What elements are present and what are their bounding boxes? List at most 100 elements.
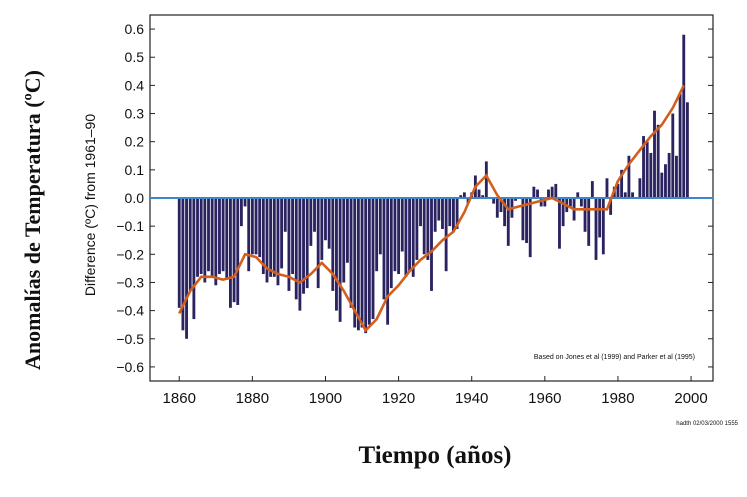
smoothed-trend-line (178, 84, 685, 333)
anomaly-bar (225, 198, 229, 280)
anomaly-bar (272, 198, 276, 277)
anomaly-bar (258, 198, 262, 258)
anomaly-bar (605, 178, 609, 198)
anomaly-bar (660, 172, 664, 198)
y-tick-label: −0.6 (116, 359, 144, 375)
x-tick-label: 1860 (163, 390, 196, 407)
anomaly-bar (477, 189, 481, 198)
anomaly-bar (667, 152, 671, 198)
anomaly-bar (547, 189, 550, 198)
anomaly-bar (269, 198, 273, 277)
y-axis-ticks: 0.6 0.5 0.4 0.3 0.2 0.1 0.0 −0.1 −0.2 −0.3 −0.4 −0.… (116, 21, 713, 375)
anomaly-bar (309, 198, 313, 246)
anomaly-bar (302, 198, 305, 294)
anomaly-bar (620, 169, 624, 198)
anomaly-bar (601, 198, 605, 255)
anomaly-bar (294, 198, 298, 300)
anomaly-bar (590, 181, 594, 198)
anomaly-bar (199, 198, 203, 275)
anomaly-bar (196, 198, 199, 277)
anomaly-bar (653, 110, 656, 198)
y-tick-label: 0.0 (125, 190, 145, 206)
anomaly-bar (364, 198, 368, 334)
x-tick-label: 1960 (528, 390, 561, 407)
y-tick-label: −0.4 (116, 303, 144, 319)
anomaly-bar (250, 198, 254, 255)
anomaly-bar (276, 198, 280, 286)
anomaly-bar (528, 198, 532, 258)
anomaly-bar (210, 198, 214, 277)
anomaly-bar (671, 113, 675, 198)
anomaly-bar (583, 198, 587, 232)
anomaly-bar (349, 198, 353, 308)
y-tick-label: 0.5 (125, 49, 145, 65)
anomaly-bar (430, 198, 433, 291)
anomaly-bar (623, 192, 627, 198)
anomaly-bar (514, 198, 518, 201)
anomaly-bar (221, 198, 225, 272)
anomaly-bar (192, 198, 196, 320)
anomaly-bar (492, 198, 496, 204)
anomaly-bar (426, 198, 430, 260)
anomaly-bar (484, 161, 488, 198)
anomaly-bar (422, 198, 426, 255)
anomaly-bar (367, 198, 371, 325)
anomaly-bar (579, 198, 583, 207)
anomaly-bar (382, 198, 386, 300)
anomaly-bar (525, 198, 528, 244)
anomaly-bar (536, 189, 539, 198)
anomaly-bar (327, 198, 331, 249)
anomaly-bar (371, 198, 375, 320)
anomaly-bar (521, 198, 525, 241)
bar-series (177, 34, 689, 339)
anomaly-bar (400, 198, 404, 252)
source-annotation: Based on Jones et al (1999) and Parker e… (534, 354, 695, 361)
anomaly-bar (207, 198, 210, 272)
anomaly-bar (561, 198, 565, 227)
anomaly-bar (598, 198, 602, 238)
anomaly-bar (558, 198, 561, 249)
x-tick-label: 1880 (236, 390, 269, 407)
anomaly-bar (448, 198, 452, 227)
anomaly-bar (587, 198, 591, 246)
anomaly-bar (397, 198, 401, 275)
y-tick-label: −0.1 (116, 218, 144, 234)
x-tick-label: 1980 (601, 390, 634, 407)
anomaly-bar (419, 198, 422, 227)
x-tick-label: 2000 (674, 390, 707, 407)
anomaly-bar (642, 136, 645, 198)
anomaly-bar (305, 198, 309, 289)
y-tick-label: 0.3 (125, 106, 145, 122)
anomaly-bar (280, 198, 284, 269)
anomaly-bar (342, 198, 346, 283)
anomaly-bar (444, 198, 448, 272)
anomaly-bar (389, 198, 393, 289)
anomaly-bar (353, 198, 357, 328)
x-tick-label: 1920 (382, 390, 415, 407)
anomaly-bar (338, 198, 342, 322)
anomaly-bar (576, 192, 580, 198)
anomaly-bar (627, 155, 631, 198)
anomaly-bar (203, 198, 207, 283)
y-tick-label: 0.1 (125, 162, 145, 178)
y-tick-label: 0.4 (125, 77, 145, 93)
anomaly-bar (631, 192, 634, 198)
x-tick-label: 1940 (455, 390, 488, 407)
anomaly-bar (360, 198, 364, 328)
anomaly-bar (503, 198, 507, 227)
anomaly-bar (291, 198, 295, 275)
anomaly-bar (232, 198, 236, 303)
anomaly-bar (345, 198, 349, 263)
anomaly-bar (550, 186, 554, 198)
anomaly-bar (543, 198, 547, 207)
anomaly-bar (185, 198, 188, 339)
anomaly-bar (649, 152, 653, 198)
anomaly-bar (441, 198, 444, 229)
y-tick-label: −0.5 (116, 331, 144, 347)
date-stamp: hadth 02/03/2000 1555 (676, 421, 738, 427)
anomaly-bar (638, 178, 642, 198)
anomaly-bar (324, 198, 327, 241)
anomaly-bar (313, 198, 316, 232)
y-tick-label: 0.2 (125, 134, 145, 150)
